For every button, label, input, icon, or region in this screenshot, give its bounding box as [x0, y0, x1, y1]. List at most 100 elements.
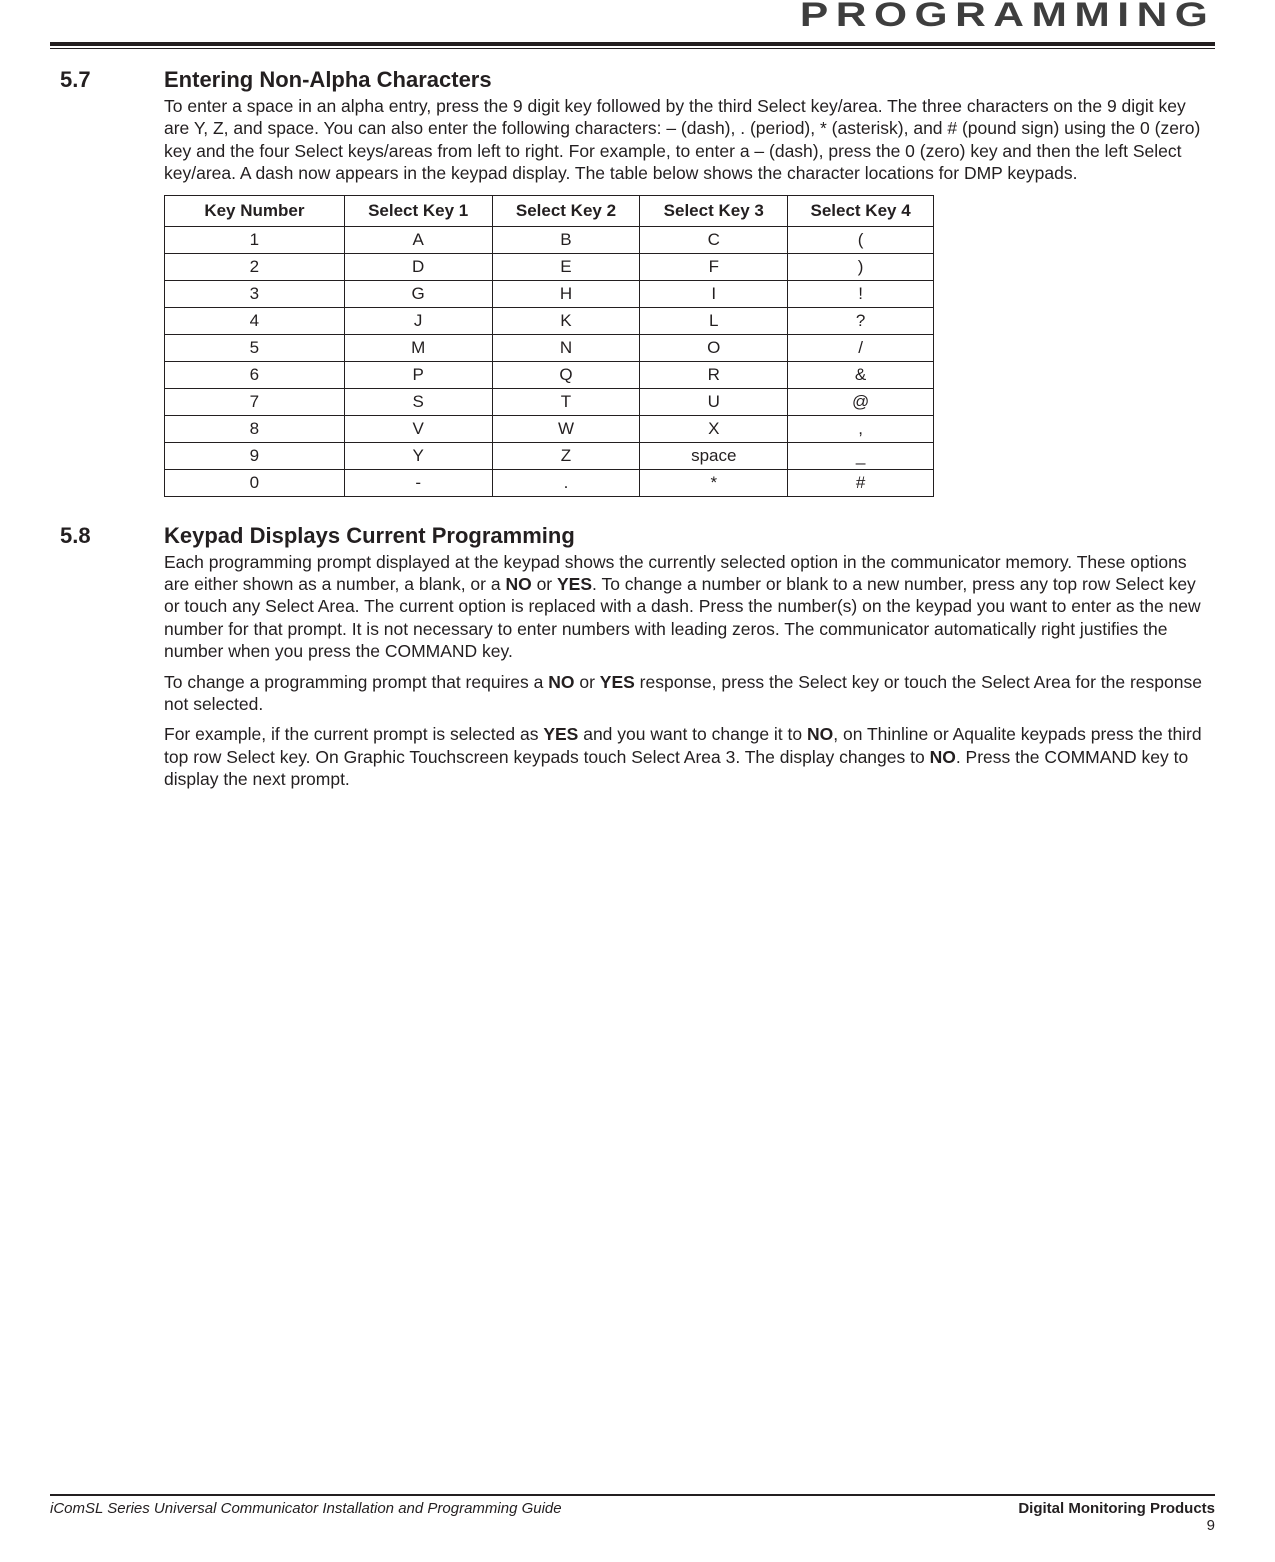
table-cell: 5 — [165, 334, 345, 361]
section-5-7-para1: To enter a space in an alpha entry, pres… — [164, 95, 1207, 185]
content: 5.7 Entering Non-Alpha Characters To ent… — [0, 67, 1275, 798]
section-number: 5.7 — [60, 67, 164, 503]
table-cell: ? — [788, 307, 934, 334]
table-cell: / — [788, 334, 934, 361]
p3-a: For example, if the current prompt is se… — [164, 724, 543, 744]
table-cell: K — [492, 307, 640, 334]
table-cell: , — [788, 415, 934, 442]
p2-a: To change a programming prompt that requ… — [164, 672, 548, 692]
col-select-key-1: Select Key 1 — [344, 195, 492, 226]
table-cell: 9 — [165, 442, 345, 469]
footer-rule — [50, 1494, 1215, 1496]
table-body: 1ABC(2DEF)3GHI!4JKL?5MNO/6PQR&7STU@8VWX,… — [165, 226, 934, 496]
table-cell: E — [492, 253, 640, 280]
section-title: Entering Non-Alpha Characters — [164, 67, 1207, 93]
character-table: Key Number Select Key 1 Select Key 2 Sel… — [164, 195, 934, 497]
table-cell: P — [344, 361, 492, 388]
table-cell: ( — [788, 226, 934, 253]
p2-yes: YES — [600, 672, 635, 692]
header-rule-thick — [50, 42, 1215, 46]
col-select-key-3: Select Key 3 — [640, 195, 788, 226]
table-cell: R — [640, 361, 788, 388]
p3-b: and you want to change it to — [578, 724, 807, 744]
table-cell: 7 — [165, 388, 345, 415]
table-row: 2DEF) — [165, 253, 934, 280]
table-cell: C — [640, 226, 788, 253]
header-section-label: PROGRAMMING — [800, 0, 1215, 35]
table-row: 3GHI! — [165, 280, 934, 307]
table-cell: W — [492, 415, 640, 442]
table-cell: 6 — [165, 361, 345, 388]
table-cell: ! — [788, 280, 934, 307]
table-cell: F — [640, 253, 788, 280]
table-cell: Q — [492, 361, 640, 388]
table-cell: N — [492, 334, 640, 361]
table-cell: S — [344, 388, 492, 415]
table-cell: A — [344, 226, 492, 253]
p3-no2: NO — [930, 747, 956, 767]
section-5-8-para3: For example, if the current prompt is se… — [164, 723, 1207, 790]
section-body: Entering Non-Alpha Characters To enter a… — [164, 67, 1207, 503]
table-cell: D — [344, 253, 492, 280]
footer-right: Digital Monitoring Products — [1018, 1500, 1215, 1517]
section-5-8-para1: Each programming prompt displayed at the… — [164, 551, 1207, 663]
table-row: 7STU@ — [165, 388, 934, 415]
table-cell: V — [344, 415, 492, 442]
p1-no: NO — [505, 574, 531, 594]
table-cell: H — [492, 280, 640, 307]
table-cell: 8 — [165, 415, 345, 442]
col-select-key-4: Select Key 4 — [788, 195, 934, 226]
page: PROGRAMMING 5.7 Entering Non-Alpha Chara… — [0, 0, 1275, 1562]
table-cell: M — [344, 334, 492, 361]
table-cell: 2 — [165, 253, 345, 280]
section-title: Keypad Displays Current Programming — [164, 523, 1207, 549]
p1-yes: YES — [557, 574, 592, 594]
header-rule-thin — [50, 48, 1215, 49]
table-cell: T — [492, 388, 640, 415]
table-header-row: Key Number Select Key 1 Select Key 2 Sel… — [165, 195, 934, 226]
header-bar: PROGRAMMING — [0, 0, 1275, 36]
p3-yes: YES — [543, 724, 578, 744]
p1-b: or — [532, 574, 557, 594]
table-cell: I — [640, 280, 788, 307]
table-cell: space — [640, 442, 788, 469]
table-cell: . — [492, 469, 640, 496]
footer-page-number: 9 — [50, 1517, 1215, 1534]
table-cell: * — [640, 469, 788, 496]
table-row: 4JKL? — [165, 307, 934, 334]
table-cell: & — [788, 361, 934, 388]
col-key-number: Key Number — [165, 195, 345, 226]
table-cell: X — [640, 415, 788, 442]
table-cell: 4 — [165, 307, 345, 334]
section-5-8-para2: To change a programming prompt that requ… — [164, 671, 1207, 716]
table-cell: J — [344, 307, 492, 334]
table-row: 8VWX, — [165, 415, 934, 442]
table-cell: _ — [788, 442, 934, 469]
footer: iComSL Series Universal Communicator Ins… — [50, 1494, 1215, 1534]
table-row: 1ABC( — [165, 226, 934, 253]
table-row: 9YZspace_ — [165, 442, 934, 469]
table-cell: Z — [492, 442, 640, 469]
section-5-8: 5.8 Keypad Displays Current Programming … — [60, 523, 1207, 799]
table-row: 0-.*# — [165, 469, 934, 496]
table-cell: ) — [788, 253, 934, 280]
table-cell: O — [640, 334, 788, 361]
table-cell: # — [788, 469, 934, 496]
table-cell: 0 — [165, 469, 345, 496]
table-cell: G — [344, 280, 492, 307]
table-cell: 3 — [165, 280, 345, 307]
table-cell: Y — [344, 442, 492, 469]
section-body: Keypad Displays Current Programming Each… — [164, 523, 1207, 799]
section-5-7: 5.7 Entering Non-Alpha Characters To ent… — [60, 67, 1207, 503]
footer-line: iComSL Series Universal Communicator Ins… — [50, 1500, 1215, 1517]
col-select-key-2: Select Key 2 — [492, 195, 640, 226]
p3-no: NO — [807, 724, 833, 744]
section-number: 5.8 — [60, 523, 164, 799]
table-cell: B — [492, 226, 640, 253]
table-row: 6PQR& — [165, 361, 934, 388]
table-cell: 1 — [165, 226, 345, 253]
p2-b: or — [574, 672, 599, 692]
table-cell: L — [640, 307, 788, 334]
table-row: 5MNO/ — [165, 334, 934, 361]
footer-left: iComSL Series Universal Communicator Ins… — [50, 1500, 562, 1517]
